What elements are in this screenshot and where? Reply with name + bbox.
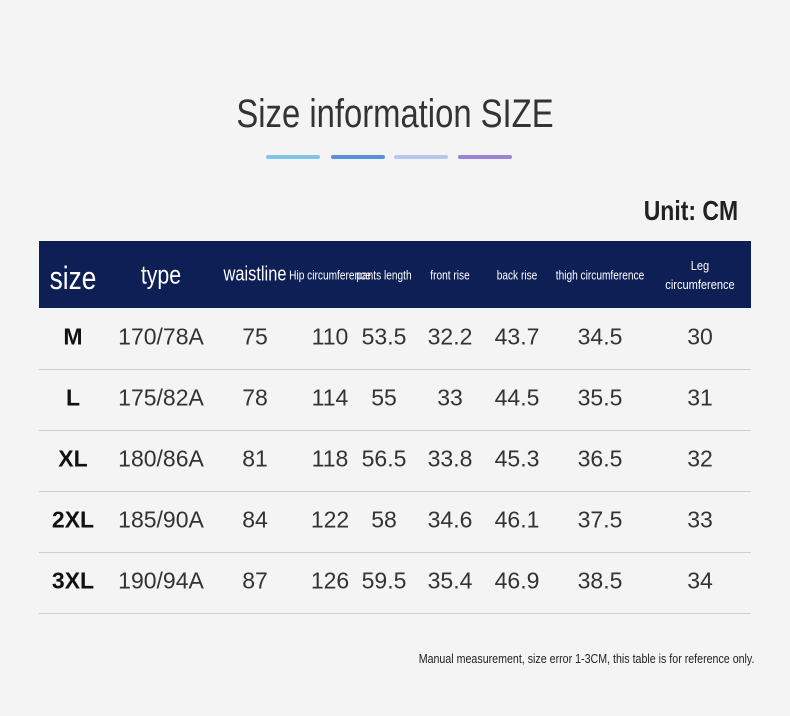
row-divider <box>39 613 751 614</box>
size-label: 3XL <box>51 567 95 594</box>
table-cell: 59.5 <box>361 567 407 594</box>
table-cell: 44.5 <box>494 384 540 411</box>
table-cell: 35.5 <box>577 384 623 411</box>
table-cell: 31 <box>687 384 713 411</box>
table-cell: 34.6 <box>427 506 473 533</box>
table-cell: 43.7 <box>494 323 540 350</box>
column-header: thigh circumference <box>555 267 645 283</box>
row-divider <box>39 552 751 553</box>
table-cell: 46.9 <box>494 567 540 594</box>
table-cell: 32 <box>687 445 713 472</box>
table-cell: 75 <box>242 323 268 350</box>
size-label: 2XL <box>51 506 95 533</box>
table-cell: 126 <box>310 567 350 594</box>
table-cell: 34.5 <box>577 323 623 350</box>
size-label: XL <box>58 445 88 472</box>
table-cell: 84 <box>242 506 268 533</box>
unit: Unit: CM <box>643 195 738 226</box>
row-divider <box>39 369 751 370</box>
column-header: type <box>140 259 182 290</box>
table-cell: 185/90A <box>118 506 204 533</box>
table-cell: 114 <box>311 384 349 411</box>
table-cell: 35.4 <box>427 567 473 594</box>
table-cell: 56.5 <box>361 445 407 472</box>
title: Size information SIZE <box>236 92 554 136</box>
table-cell: 46.1 <box>494 506 540 533</box>
decor-bar <box>331 155 385 159</box>
table-cell: 175/82A <box>118 384 204 411</box>
table-cell: 87 <box>242 567 268 594</box>
table-header <box>39 241 751 308</box>
column-header: waistline <box>223 263 287 286</box>
table-cell: 45.3 <box>494 445 540 472</box>
table-cell: 37.5 <box>577 506 623 533</box>
decor-bar <box>458 155 512 159</box>
decor-bar <box>394 155 448 159</box>
decor-bar <box>266 155 320 159</box>
column-header: Leg circumference <box>665 258 735 292</box>
table-cell: 33 <box>687 506 713 533</box>
table-cell: 170/78A <box>118 323 204 350</box>
table-cell: 55 <box>371 384 397 411</box>
size-label: M <box>63 323 83 350</box>
table-cell: 38.5 <box>577 567 623 594</box>
table-cell: 34 <box>687 567 713 594</box>
table-cell: 110 <box>311 323 349 350</box>
column-header: size <box>49 260 97 297</box>
note: Manual measurement, size error 1-3CM, th… <box>418 651 754 666</box>
table-cell: 81 <box>242 445 268 472</box>
row-divider <box>39 430 751 431</box>
column-header: back rise <box>496 267 538 283</box>
column-header: front rise <box>430 267 470 283</box>
table-cell: 32.2 <box>427 323 473 350</box>
table-cell: 118 <box>311 445 349 472</box>
table-cell: 180/86A <box>118 445 204 472</box>
table-cell: 53.5 <box>361 323 407 350</box>
table-cell: 33 <box>437 384 463 411</box>
table-cell: 190/94A <box>118 567 204 594</box>
table-cell: 33.8 <box>427 445 473 472</box>
table-cell: 78 <box>242 384 268 411</box>
table-cell: 122 <box>310 506 350 533</box>
table-cell: 58 <box>371 506 397 533</box>
table-cell: 36.5 <box>577 445 623 472</box>
row-divider <box>39 491 751 492</box>
size-label: L <box>65 384 81 411</box>
table-cell: 30 <box>687 323 713 350</box>
column-header: Hip circumference <box>289 267 371 283</box>
column-header: pants length <box>356 267 412 283</box>
